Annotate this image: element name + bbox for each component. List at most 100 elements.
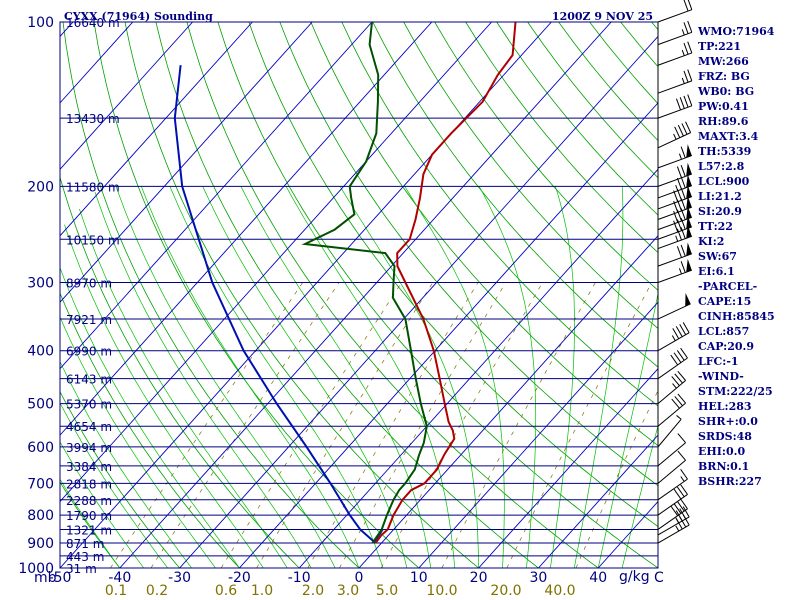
index-entry: MAXT:3.4 <box>698 130 759 143</box>
wind-feather <box>673 220 679 233</box>
wind-feather <box>677 450 686 461</box>
pressure-tick-label: 400 <box>27 344 54 360</box>
index-entry: SW:67 <box>698 250 737 263</box>
index-entry: BRN:0.1 <box>698 460 749 473</box>
wind-barb <box>657 206 692 231</box>
wind-feather <box>683 70 689 83</box>
wind-barb-shaft <box>657 516 690 536</box>
height-label: 2818 m <box>66 477 112 491</box>
wind-feather <box>682 506 690 518</box>
wind-barb-shaft <box>657 442 686 467</box>
isotherm <box>478 367 658 568</box>
wind-feather <box>672 328 680 339</box>
height-label: 1321 m <box>66 523 112 537</box>
height-label: 4654 m <box>66 420 112 434</box>
mixing-ratio-line <box>256 282 434 568</box>
wind-pennant <box>686 242 692 256</box>
wind-barb <box>657 121 692 149</box>
index-entry: SRDS:48 <box>698 430 752 443</box>
wind-feather <box>687 0 693 10</box>
wind-barb <box>657 415 682 448</box>
isotherm <box>298 168 658 568</box>
wind-barb <box>657 347 688 380</box>
wind-feather <box>676 228 682 241</box>
wind-feather <box>673 488 682 500</box>
wind-feather <box>680 217 686 230</box>
index-entry: RH:89.6 <box>698 115 749 128</box>
wind-barb-shaft <box>657 380 686 405</box>
wind-barb-shaft <box>657 418 682 448</box>
wind-feather <box>675 98 682 111</box>
index-entry: TH:5339 <box>698 145 751 158</box>
height-label: 10150 m <box>66 233 120 247</box>
wind-feather <box>683 22 689 34</box>
height-label: 3994 m <box>66 441 112 455</box>
wind-feather <box>673 210 679 223</box>
mixing-ratio-label: 0.6 <box>215 583 237 599</box>
moist-adiabat <box>60 266 240 568</box>
isotherm <box>60 22 253 237</box>
index-entry: MW:266 <box>698 55 749 68</box>
wind-feather <box>677 393 686 404</box>
temperature-tick-label: 0 <box>355 570 364 586</box>
wind-feather <box>675 510 683 522</box>
wind-barb-layer <box>657 0 693 544</box>
wind-pennant <box>686 206 692 220</box>
wind-barb <box>657 506 690 536</box>
wind-pennant <box>686 144 692 158</box>
index-entry: EHI:0.0 <box>698 445 745 458</box>
index-entry: CAPE:15 <box>698 295 751 308</box>
wind-feather <box>680 484 688 495</box>
isotherm <box>119 22 612 568</box>
temperature-tick-label: 40 <box>589 570 607 586</box>
station-title: CYXX (71964) Sounding <box>64 10 213 23</box>
indices-panel: WMO:71964 TP:221 MW:266 FRZ: BG WB0: BG PW:0.… <box>697 25 775 488</box>
pressure-tick-label: 300 <box>27 276 54 292</box>
index-entry: LFC:-1 <box>698 355 739 368</box>
isotherm <box>418 301 658 568</box>
wind-feather <box>671 398 680 409</box>
wind-barb <box>657 69 693 94</box>
wind-feather <box>676 350 685 361</box>
wind-feather <box>681 123 688 135</box>
mixing-ratio-label: 40.0 <box>544 583 575 599</box>
wind-barb-shaft <box>657 332 690 352</box>
wind-barb-shaft <box>657 357 688 380</box>
wind-barb-shaft <box>657 31 692 46</box>
index-entry: KI:2 <box>698 235 724 248</box>
wind-pennant <box>685 292 691 307</box>
mixing-ratio-label: 2.0 <box>302 583 324 599</box>
wind-pennant <box>686 174 692 188</box>
wind-barb-shaft <box>657 9 692 23</box>
isotherm <box>239 102 658 568</box>
height-label: 443 m <box>66 550 104 564</box>
pressure-tick-label: 200 <box>27 179 54 195</box>
height-label: 2288 m <box>66 494 112 508</box>
index-entry: LCL:857 <box>698 325 749 338</box>
pressure-tick-label: 100 <box>27 15 54 31</box>
height-label: 6143 m <box>66 373 112 387</box>
wind-feather <box>671 376 680 386</box>
wind-barb <box>657 258 692 283</box>
moist-adiabat <box>60 441 144 568</box>
wind-feather <box>676 209 682 222</box>
height-label: 11580 m <box>66 180 120 194</box>
pressure-tick-label: 800 <box>27 508 54 524</box>
index-entry: L57:2.8 <box>698 160 745 173</box>
wind-barb <box>657 498 688 530</box>
pressure-tick-label: 1000 <box>18 561 54 577</box>
wind-feather <box>680 146 686 159</box>
wind-half-feather <box>671 335 676 341</box>
wind-feather <box>687 69 693 82</box>
height-label: 5370 m <box>66 398 112 412</box>
mixing-ratio-line <box>307 282 479 568</box>
wind-barb <box>657 41 693 66</box>
wind-barb <box>657 484 688 516</box>
wind-feather <box>680 208 686 220</box>
height-label: 8970 m <box>66 277 112 291</box>
height-label: 871 m <box>66 537 104 551</box>
wind-feather <box>680 164 686 177</box>
moist-adiabat <box>60 360 192 568</box>
wetbulb-trace <box>373 529 384 544</box>
wind-barb <box>657 20 693 46</box>
